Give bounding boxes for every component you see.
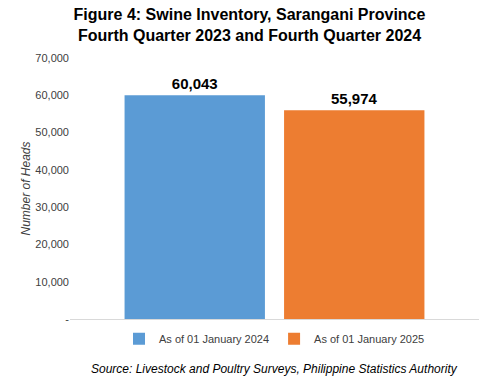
svg-text:10,000: 10,000: [35, 276, 69, 288]
svg-text:40,000: 40,000: [35, 164, 69, 176]
svg-text:60,000: 60,000: [35, 89, 69, 101]
svg-text:30,000: 30,000: [35, 201, 69, 213]
svg-text:20,000: 20,000: [35, 238, 69, 250]
svg-text:50,000: 50,000: [35, 126, 69, 138]
svg-text:Number of Heads: Number of Heads: [19, 141, 33, 235]
svg-text:As of 01 January 2024: As of 01 January 2024: [159, 333, 269, 345]
svg-text:-: -: [65, 313, 69, 325]
svg-text:70,000: 70,000: [35, 52, 69, 64]
svg-text:60,043: 60,043: [172, 75, 218, 92]
svg-text:55,974: 55,974: [331, 90, 378, 107]
svg-text:Source: Livestock and Poultry: Source: Livestock and Poultry Surveys, P…: [91, 362, 458, 376]
svg-text:As of 01 January 2025: As of 01 January 2025: [314, 333, 424, 345]
svg-text:Figure 4: Swine Inventory, Sar: Figure 4: Swine Inventory, Sarangani Pro…: [74, 6, 426, 44]
